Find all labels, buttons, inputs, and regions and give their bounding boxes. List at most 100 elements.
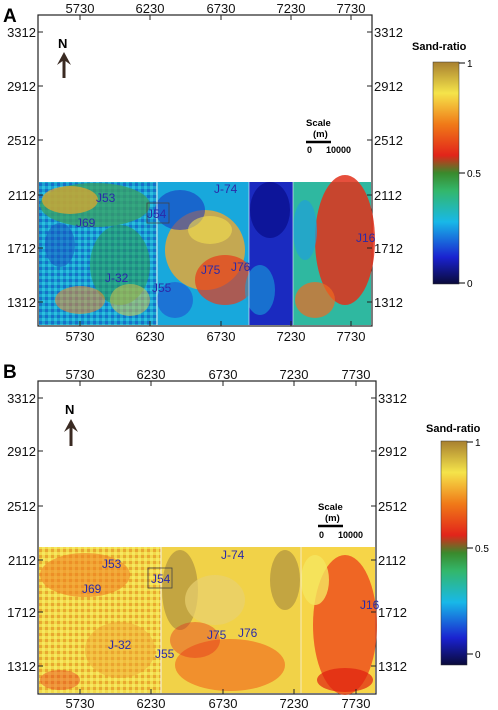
- colorbar-tick: 0: [475, 650, 481, 661]
- y-tick-label: 2512: [7, 133, 36, 148]
- x-tick-label: 7730: [337, 329, 366, 344]
- well-label: J55: [155, 647, 175, 661]
- north-label: N: [65, 402, 74, 417]
- x-tick-label: 5730: [66, 1, 95, 16]
- scale-title: Scale: [318, 502, 343, 513]
- y-tick-label: 1312: [374, 295, 403, 310]
- well-label: J53: [96, 191, 116, 205]
- panel-b-well-labels: J53 J69 J54 J-74 J16 J-32 J55 J75 J76: [82, 548, 380, 661]
- x-tick-label: 5730: [66, 696, 95, 710]
- scale-unit: (m): [313, 129, 328, 140]
- y-tick-label: 1712: [378, 605, 407, 620]
- panel-a-y-axis-left: 3312 2912 2512 2112 1712 1312: [7, 25, 36, 310]
- colorbar-title: Sand-ratio: [426, 423, 481, 435]
- scale-end: 10000: [338, 530, 363, 540]
- x-tick-label: 7730: [342, 696, 371, 710]
- panel-a-colorbar: Sand-ratio 1 0.5 0: [412, 41, 481, 290]
- scale-title: Scale: [306, 118, 331, 129]
- x-tick-label: 7730: [337, 1, 366, 16]
- x-tick-label: 6730: [207, 329, 236, 344]
- well-label: J-32: [105, 271, 129, 285]
- well-label: J55: [152, 281, 172, 295]
- y-tick-label: 1312: [7, 659, 36, 674]
- y-tick-label: 1712: [374, 241, 403, 256]
- north-arrow-icon: [57, 52, 71, 78]
- y-tick-label: 3312: [7, 391, 36, 406]
- well-label: J-74: [214, 182, 238, 196]
- y-tick-label: 2112: [374, 188, 402, 203]
- well-label: J-32: [108, 638, 132, 652]
- north-arrow-icon: [64, 419, 78, 446]
- y-tick-label: 2912: [374, 79, 403, 94]
- well-label: J54: [147, 207, 167, 221]
- panel-b-scale-bar: Scale (m) 0 10000: [318, 502, 363, 540]
- well-label: J69: [82, 582, 102, 596]
- colorbar-tick: 1: [475, 438, 481, 449]
- x-tick-label: 7230: [280, 367, 309, 382]
- scale-start: 0: [319, 530, 324, 540]
- well-label: J16: [360, 598, 380, 612]
- x-tick-label: 7230: [280, 696, 309, 710]
- colorbar-tick: 0.5: [475, 544, 489, 555]
- x-tick-label: 5730: [66, 367, 95, 382]
- panel-b-letter: B: [3, 362, 17, 383]
- well-label: J54: [151, 572, 171, 586]
- x-tick-label: 6230: [136, 1, 165, 16]
- y-tick-label: 1712: [7, 605, 36, 620]
- y-tick-label: 1312: [378, 659, 407, 674]
- panel-b-y-axis-left: 3312 2912 2512 2112 1712 1312: [7, 391, 36, 674]
- panel-a-raster: [39, 175, 375, 325]
- y-tick-label: 2112: [8, 553, 36, 568]
- panel-a: A: [3, 1, 481, 344]
- y-tick-label: 3312: [374, 25, 403, 40]
- x-tick-label: 7230: [277, 329, 306, 344]
- colorbar-tick: 0.5: [467, 169, 481, 180]
- x-tick-label: 6230: [137, 367, 166, 382]
- well-label: J16: [356, 231, 376, 245]
- panel-a-letter: A: [3, 6, 17, 27]
- x-tick-label: 5730: [66, 329, 95, 344]
- y-tick-label: 2112: [8, 188, 36, 203]
- well-label: J76: [231, 260, 251, 274]
- scale-start: 0: [307, 145, 312, 155]
- well-label: J-74: [221, 548, 245, 562]
- y-tick-label: 3312: [7, 25, 36, 40]
- north-label: N: [58, 36, 67, 51]
- panel-a-y-axis-right: 3312 2912 2512 2112 1712 1312: [374, 25, 403, 310]
- y-tick-label: 2512: [374, 133, 403, 148]
- x-tick-label: 6730: [207, 1, 236, 16]
- x-tick-label: 7730: [342, 367, 371, 382]
- x-tick-label: 6230: [136, 329, 165, 344]
- well-label: J75: [207, 628, 227, 642]
- panel-b-raster: [39, 547, 377, 695]
- x-tick-label: 7230: [277, 1, 306, 16]
- well-label: J69: [76, 216, 96, 230]
- scale-unit: (m): [325, 513, 340, 524]
- panel-b: B 5730 6230 6730 7230 773: [3, 362, 489, 710]
- y-tick-label: 2912: [7, 79, 36, 94]
- panel-b-colorbar: Sand-ratio 1 0.5 0: [426, 423, 489, 666]
- x-tick-label: 6230: [137, 696, 166, 710]
- colorbar-tick: 1: [467, 59, 473, 70]
- y-tick-label: 3312: [378, 391, 407, 406]
- y-tick-label: 1712: [7, 241, 36, 256]
- y-tick-label: 2112: [378, 553, 406, 568]
- y-tick-label: 1312: [7, 295, 36, 310]
- panel-a-x-axis-top: 5730 6230 6730 7230 7730: [66, 1, 366, 16]
- well-label: J76: [238, 626, 258, 640]
- panel-b-y-axis-right: 3312 2912 2512 2112 1712 1312: [378, 391, 407, 674]
- y-tick-label: 2512: [7, 499, 36, 514]
- panel-a-x-axis-bottom: 5730 6230 6730 7230 7730: [66, 329, 366, 344]
- y-tick-label: 2912: [378, 444, 407, 459]
- well-label: J75: [201, 263, 221, 277]
- panel-a-scale-bar: Scale (m) 0 10000: [306, 118, 351, 155]
- x-tick-label: 6730: [209, 367, 238, 382]
- y-tick-label: 2512: [378, 499, 407, 514]
- well-label: J53: [102, 557, 122, 571]
- scale-end: 10000: [326, 145, 351, 155]
- colorbar-title: Sand-ratio: [412, 41, 467, 53]
- colorbar-tick: 0: [467, 279, 473, 290]
- panel-b-x-axis-bottom: 5730 6230 6730 7230 7730: [66, 696, 371, 710]
- panel-b-x-axis-top: 5730 6230 6730 7230 7730: [66, 367, 371, 382]
